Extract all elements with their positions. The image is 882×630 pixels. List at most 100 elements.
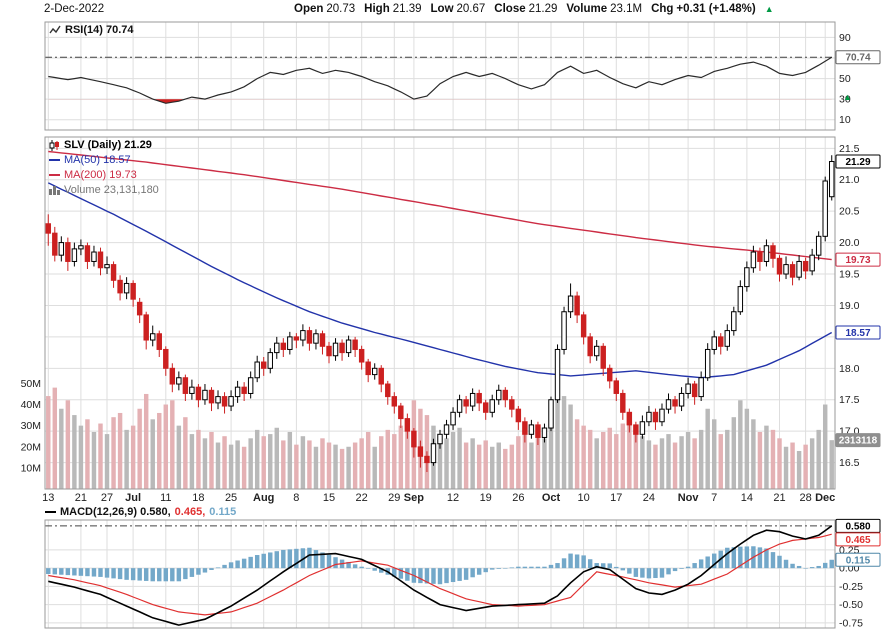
value-boxes: 70.74 21.29 19.73 18.57 2313118 0.580 0.465 0.1… [835, 50, 881, 567]
svg-text:0.465: 0.465 [845, 535, 870, 546]
macd-panel [45, 525, 835, 626]
svg-text:20.0: 20.0 [839, 237, 860, 249]
svg-text:50M: 50M [21, 378, 41, 390]
svg-text:10M: 10M [21, 462, 41, 474]
svg-text:Dec: Dec [815, 492, 835, 504]
svg-text:7: 7 [711, 492, 717, 504]
svg-text:-0.50: -0.50 [839, 599, 863, 611]
svg-text:19.0: 19.0 [839, 300, 860, 312]
svg-text:13: 13 [42, 492, 54, 504]
svg-text:8: 8 [293, 492, 299, 504]
high-value: 21.39 [392, 3, 422, 15]
svg-text:11: 11 [160, 492, 171, 504]
low-field: Low 20.67 [431, 3, 486, 15]
low-label: Low [430, 3, 454, 15]
svg-text:30: 30 [839, 94, 851, 106]
svg-text:29: 29 [388, 492, 400, 504]
svg-text:21.29: 21.29 [845, 157, 870, 168]
svg-text:20M: 20M [21, 441, 41, 453]
rsi-up-arrow-icon: ▲ [843, 92, 852, 102]
rsi-legend-text: RSI(14) 70.74 [65, 24, 134, 36]
svg-text:10: 10 [578, 492, 590, 504]
panel-backgrounds [45, 22, 835, 628]
svg-text:Jul: Jul [125, 492, 141, 504]
svg-text:2313118: 2313118 [839, 436, 878, 447]
svg-text:19: 19 [480, 492, 492, 504]
macd-legend-text: MACD(12,26,9) 0.580, [60, 506, 171, 518]
close-label: Close [494, 3, 526, 15]
ma50-line-icon [49, 159, 60, 161]
open-label: Open [294, 3, 324, 15]
volume-legend-text: Volume 23,131,180 [64, 184, 159, 196]
svg-text:90: 90 [839, 32, 851, 44]
macd-signal-value: 0.465, [174, 506, 206, 518]
svg-text:21: 21 [773, 492, 785, 504]
svg-text:28: 28 [799, 492, 811, 504]
svg-text:12: 12 [447, 492, 459, 504]
change-value: +0.31 (+1.48%) [676, 3, 756, 15]
svg-text:21: 21 [75, 492, 87, 504]
svg-text:0.580: 0.580 [845, 521, 870, 532]
close-value: 21.29 [528, 3, 558, 15]
ma200-legend-text: MA(200) 19.73 [64, 169, 137, 181]
svg-text:19.73: 19.73 [845, 255, 870, 266]
svg-text:24: 24 [643, 492, 655, 504]
up-triangle-icon: ▲ [764, 4, 774, 14]
svg-text:21.5: 21.5 [839, 143, 860, 155]
open-field: Open 20.73 [294, 3, 355, 15]
date-label: 2-Dec-2022 [44, 3, 105, 15]
svg-text:0.115: 0.115 [846, 555, 871, 566]
svg-text:Oct: Oct [542, 492, 561, 504]
svg-text:21.0: 21.0 [839, 174, 860, 186]
rsi-legend: RSI(14) 70.74 [49, 24, 133, 36]
macd-hist-value: 0.115 [209, 506, 237, 518]
svg-text:Sep: Sep [404, 492, 424, 504]
svg-text:16.5: 16.5 [839, 457, 860, 469]
svg-text:14: 14 [741, 492, 753, 504]
svg-text:20.5: 20.5 [839, 206, 860, 218]
svg-text:Nov: Nov [678, 492, 700, 504]
rsi-panel [45, 56, 835, 104]
macd-line-icon [45, 511, 56, 513]
ohlc-summary: Open 20.73 High 21.39 Low 20.67 Close 21.29 Volu… [294, 3, 774, 15]
svg-text:18.57: 18.57 [845, 328, 870, 339]
ma50-legend: MA(50) 18.57 [49, 154, 131, 166]
panel-borders [44, 21, 836, 629]
svg-text:-0.25: -0.25 [839, 581, 863, 593]
ma200-line-icon [49, 174, 60, 176]
svg-text:40M: 40M [21, 399, 41, 411]
chart-header: 2-Dec-2022 Open 20.73 High 21.39 Low 20.67 Clo… [0, 2, 882, 18]
svg-text:18: 18 [192, 492, 204, 504]
svg-text:22: 22 [356, 492, 368, 504]
volume-legend: Volume 23,131,180 [49, 184, 159, 196]
ma50-legend-text: MA(50) 18.57 [64, 154, 131, 166]
svg-text:10: 10 [839, 114, 851, 126]
ma200-legend: MA(200) 19.73 [49, 169, 137, 181]
volume-field: Volume 23.1M [566, 3, 642, 15]
svg-text:Aug: Aug [253, 492, 274, 504]
axis-labels: 90 50 30 10 21.5 21.0 20.5 20.0 19.5 19.0 18.0 17.5… [21, 32, 864, 629]
change-field: Chg +0.31 (+1.48%) [651, 3, 756, 15]
svg-text:25: 25 [225, 492, 237, 504]
volume-value: 23.1M [610, 3, 643, 15]
high-label: High [364, 3, 390, 15]
high-field: High 21.39 [364, 3, 421, 15]
svg-text:26: 26 [512, 492, 524, 504]
svg-text:15: 15 [323, 492, 335, 504]
svg-text:-0.75: -0.75 [839, 617, 863, 629]
candlesticks [45, 155, 835, 473]
svg-text:19.5: 19.5 [839, 269, 860, 281]
svg-text:18.0: 18.0 [839, 363, 860, 375]
close-field: Close 21.29 [494, 3, 557, 15]
symbol-legend-text: SLV (Daily) 21.29 [64, 139, 152, 151]
volume-label: Volume [566, 3, 608, 15]
macd-legend: MACD(12,26,9) 0.580, 0.465, 0.115 [45, 506, 236, 518]
change-label: Chg [651, 3, 674, 15]
svg-text:17.5: 17.5 [839, 394, 860, 406]
volume-bars-icon [49, 186, 60, 195]
svg-text:50: 50 [839, 73, 851, 85]
svg-text:17: 17 [610, 492, 622, 504]
open-value: 20.73 [326, 3, 356, 15]
